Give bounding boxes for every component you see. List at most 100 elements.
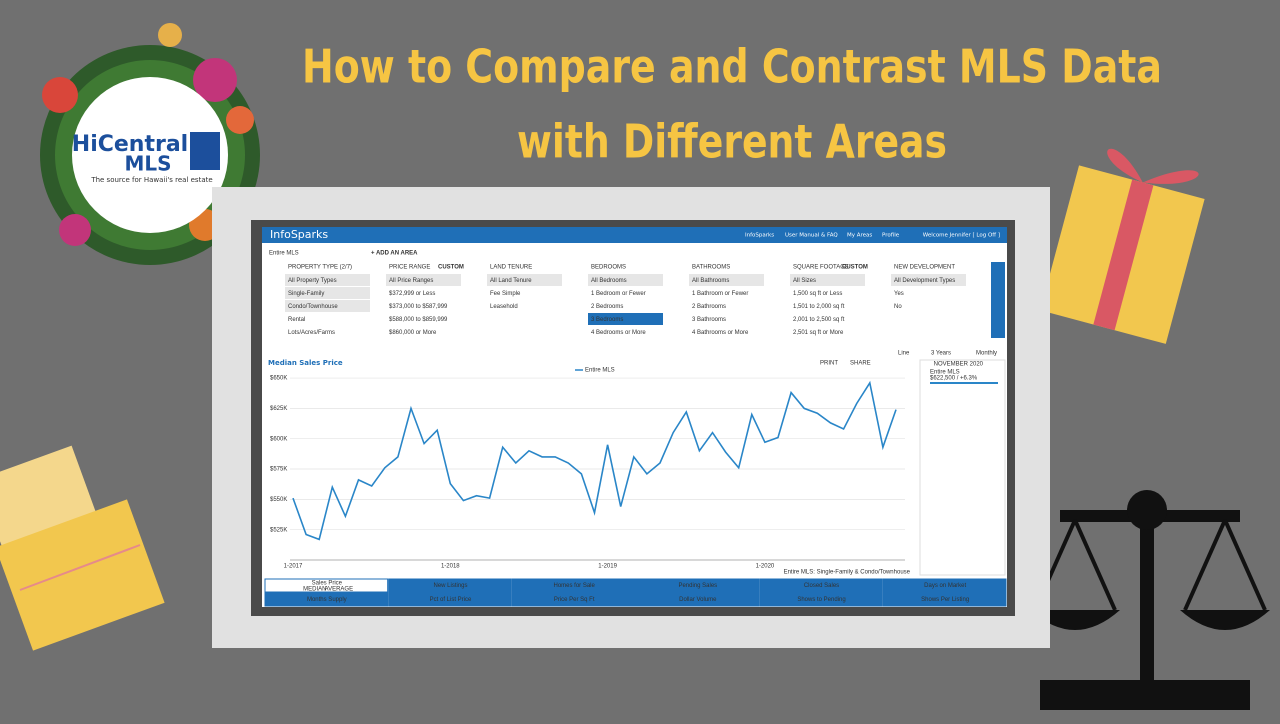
- filter-option-bg: [386, 313, 461, 325]
- filter-option[interactable]: All Price Ranges: [389, 278, 433, 284]
- filter-option[interactable]: 3 Bathrooms: [692, 317, 726, 323]
- title-line: with Different Areas: [517, 115, 947, 169]
- print[interactable]: PRINT: [820, 361, 838, 367]
- x-tick-label: 1-2018: [441, 564, 460, 570]
- tab-label: Months Supply: [307, 597, 347, 603]
- y-tick-label: $600K: [270, 436, 287, 442]
- logo-name: HiCentral: [72, 132, 188, 157]
- filter-option[interactable]: Fee Simple: [490, 291, 521, 297]
- tab[interactable]: [635, 578, 760, 593]
- filter-option[interactable]: Lots/Acres/Farms: [288, 330, 335, 336]
- tab-sub[interactable]: MEDIAN: [303, 587, 326, 593]
- share[interactable]: SHARE: [850, 361, 871, 367]
- area-select[interactable]: Entire MLS: [269, 251, 299, 257]
- tab[interactable]: [264, 578, 389, 593]
- tab[interactable]: [511, 592, 636, 607]
- filter-option[interactable]: 2 Bathrooms: [692, 304, 726, 310]
- tab[interactable]: [882, 578, 1007, 593]
- filter-option-bg: [790, 287, 865, 299]
- filter-option[interactable]: 1,500 sq ft or Less: [793, 291, 842, 297]
- nav-link[interactable]: User Manual & FAQ: [785, 233, 838, 239]
- filter-option[interactable]: 4 Bathrooms or More: [692, 330, 749, 336]
- welcome: Welcome Jennifer [ Log Off ]: [923, 233, 1000, 239]
- filter-option[interactable]: Rental: [288, 317, 305, 323]
- logo-sub: MLS: [124, 152, 171, 176]
- filter-option[interactable]: All Development Types: [894, 278, 955, 284]
- filter-option-bg: [285, 313, 370, 325]
- filter-option-bg: [891, 287, 966, 299]
- tab[interactable]: [511, 578, 636, 593]
- filter-option[interactable]: 1 Bedroom or Fewer: [591, 291, 646, 297]
- title-line: How to Compare and Contrast MLS Data: [302, 40, 1162, 94]
- filter-option-bg: [285, 274, 370, 286]
- interval[interactable]: Monthly: [976, 351, 997, 357]
- filter-option-bg: [790, 313, 865, 325]
- filter-option[interactable]: 2 Bedrooms: [591, 304, 623, 310]
- filter-option[interactable]: Single-Family: [288, 291, 324, 297]
- tab-label: Closed Sales: [804, 583, 839, 589]
- filter-custom: CUSTOM: [842, 265, 868, 271]
- filter-option-bg: [386, 274, 461, 286]
- filter-option[interactable]: Condo/Townhouse: [288, 304, 338, 310]
- filter-option-bg: [689, 313, 764, 325]
- filter-option[interactable]: Yes: [894, 291, 904, 297]
- tab[interactable]: [635, 592, 760, 607]
- x-tick-label: 1-2019: [598, 564, 617, 570]
- filter-option[interactable]: $373,000 to $587,999: [389, 304, 448, 310]
- next-button[interactable]: [991, 262, 1005, 338]
- nav-link[interactable]: InfoSparks: [745, 233, 774, 239]
- filter-option[interactable]: 1 Bathroom or Fewer: [692, 291, 748, 297]
- filter-option-bg: [689, 287, 764, 299]
- filter-option[interactable]: $372,999 or Less: [389, 291, 435, 297]
- chart-note: Entire MLS: Single-Family & Condo/Townho…: [784, 570, 911, 576]
- filter-option-bg: [285, 326, 370, 338]
- filter-option-bg: [790, 274, 865, 286]
- nav-link[interactable]: Profile: [882, 233, 900, 239]
- y-tick-label: $575K: [270, 467, 287, 473]
- tab[interactable]: [882, 592, 1007, 607]
- filter-option[interactable]: All Bedrooms: [591, 278, 627, 284]
- filter-option[interactable]: No: [894, 304, 902, 310]
- scales: [1030, 490, 1270, 710]
- filter-option-bg: [588, 326, 663, 338]
- filter-option-bg: [891, 274, 966, 286]
- filter-option[interactable]: 4 Bedrooms or More: [591, 330, 646, 336]
- filter-option[interactable]: Leasehold: [490, 304, 518, 310]
- filter-option[interactable]: 2,001 to 2,500 sq ft: [793, 317, 845, 323]
- y-tick-label: $650K: [270, 376, 287, 382]
- tab[interactable]: [388, 578, 512, 593]
- range[interactable]: 3 Years: [931, 351, 951, 357]
- tab[interactable]: [759, 592, 883, 607]
- tab[interactable]: [388, 592, 512, 607]
- chart-type[interactable]: Line: [898, 351, 910, 357]
- filter-option-bg: [689, 300, 764, 312]
- app-header: [262, 227, 1007, 243]
- filter-option[interactable]: All Land Tenure: [490, 278, 532, 284]
- filter-option-bg: [285, 287, 370, 299]
- filter-option[interactable]: $860,000 or More: [389, 330, 437, 336]
- filter-option[interactable]: All Bathrooms: [692, 278, 729, 284]
- y-tick-label: $525K: [270, 527, 287, 533]
- filter-option-bg: [891, 300, 966, 312]
- filter-option[interactable]: $588,000 to $859,999: [389, 317, 448, 323]
- tab-label: Price Per Sq Ft: [554, 597, 595, 603]
- filter-option[interactable]: 2,501 sq ft or More: [793, 330, 844, 336]
- filter-option[interactable]: All Sizes: [793, 278, 816, 284]
- tab[interactable]: [264, 592, 389, 607]
- filter-option[interactable]: 1,501 to 2,000 sq ft: [793, 304, 845, 310]
- nav-link[interactable]: My Areas: [847, 233, 872, 239]
- filter-custom: CUSTOM: [438, 265, 464, 271]
- tab-label: Days on Market: [924, 583, 966, 589]
- filter-option[interactable]: 3 Bedrooms: [591, 317, 623, 323]
- y-tick-label: $550K: [270, 497, 287, 503]
- add-area[interactable]: + ADD AN AREA: [371, 251, 418, 257]
- filter-option[interactable]: All Property Types: [288, 278, 337, 284]
- tab[interactable]: [759, 578, 883, 593]
- filter-heading: BATHROOMS: [692, 265, 730, 271]
- tab-sub[interactable]: AVERAGE: [325, 587, 354, 593]
- chart-title: Median Sales Price: [268, 359, 343, 367]
- x-tick-label: 1-2020: [756, 564, 775, 570]
- logo-tagline: The source for Hawaii's real estate: [90, 176, 212, 184]
